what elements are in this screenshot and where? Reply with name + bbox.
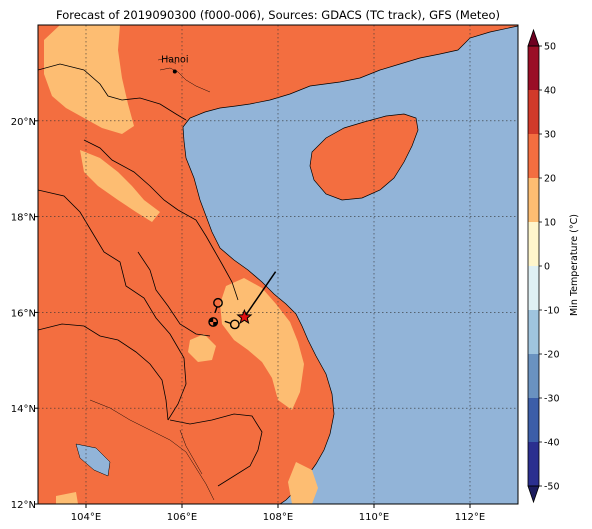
city-marker: [172, 69, 177, 74]
colorbar: [527, 28, 540, 504]
colorbar-tick-label: 50: [544, 42, 556, 53]
storm-track-symbol: [213, 297, 223, 314]
city-label: Hanoi: [161, 54, 188, 65]
hainan-island: [309, 113, 419, 201]
colorbar-tick-label: -30: [544, 394, 560, 405]
colorbar-tick-label: -20: [544, 350, 560, 361]
cool-temperature-areas: [44, 25, 318, 504]
places: Hanoi: [161, 54, 189, 74]
colorbar-tick-label: 30: [544, 130, 556, 141]
colorbar-segment: [528, 310, 539, 354]
y-axis-ticks: 12°N 14°N 16°N 18°N 20°N: [11, 117, 38, 511]
colorbar-tick-label: 40: [544, 86, 556, 97]
colorbar-segment: [528, 354, 539, 398]
y-tick-label: 18°N: [11, 213, 36, 224]
storm-track-symbol: [208, 317, 219, 327]
y-tick-label: 12°N: [11, 500, 36, 511]
colorbar-tick-label: -50: [544, 482, 560, 493]
x-axis-ticks: 104°E 106°E 108°E 110°E 112°E: [71, 504, 485, 523]
colorbar-tick-label: 10: [544, 218, 556, 229]
colorbar-extend-min: [527, 485, 540, 504]
storm-track: [208, 271, 277, 330]
colorbar-tick-label: 20: [544, 174, 556, 185]
mainland-land: [38, 25, 518, 504]
colorbar-tick-label: -10: [544, 306, 560, 317]
storm-center-star: [236, 308, 253, 325]
x-tick-label: 110°E: [359, 512, 389, 523]
gridlines: [38, 25, 518, 504]
colorbar-segment: [528, 266, 539, 310]
colorbar-segment: [528, 134, 539, 178]
colorbar-tick-label: 0: [544, 262, 550, 273]
map-panel: Hanoi: [38, 25, 518, 504]
colorbar-segment: [528, 46, 539, 90]
country-borders: [38, 63, 263, 487]
colorbar-extend-max: [527, 28, 540, 47]
y-tick-label: 20°N: [11, 117, 36, 128]
x-tick-label: 112°E: [455, 512, 485, 523]
colorbar-segment: [528, 398, 539, 442]
colorbar-tick-label: -40: [544, 438, 560, 449]
y-tick-label: 16°N: [11, 308, 36, 319]
storm-track-symbol: [224, 319, 240, 330]
storm-motion-vector: [243, 271, 277, 318]
x-tick-label: 104°E: [71, 512, 101, 523]
cold-lake-area: [75, 443, 111, 477]
colorbar-segment: [528, 178, 539, 222]
colorbar-segment: [528, 442, 539, 486]
colorbar-segment: [528, 222, 539, 266]
y-tick-label: 14°N: [11, 404, 36, 415]
colorbar-segment: [528, 90, 539, 134]
colorbar-label: Min Temperature (°C): [569, 214, 580, 316]
colorbar-ticks: -50 -40 -30 -20 -10 0 10 20 30 40 50: [539, 42, 560, 493]
map-title: Forecast of 2019090300 (f000-006), Sourc…: [56, 8, 500, 22]
x-tick-label: 108°E: [263, 512, 293, 523]
river-lines: [89, 57, 215, 501]
x-tick-label: 106°E: [167, 512, 197, 523]
